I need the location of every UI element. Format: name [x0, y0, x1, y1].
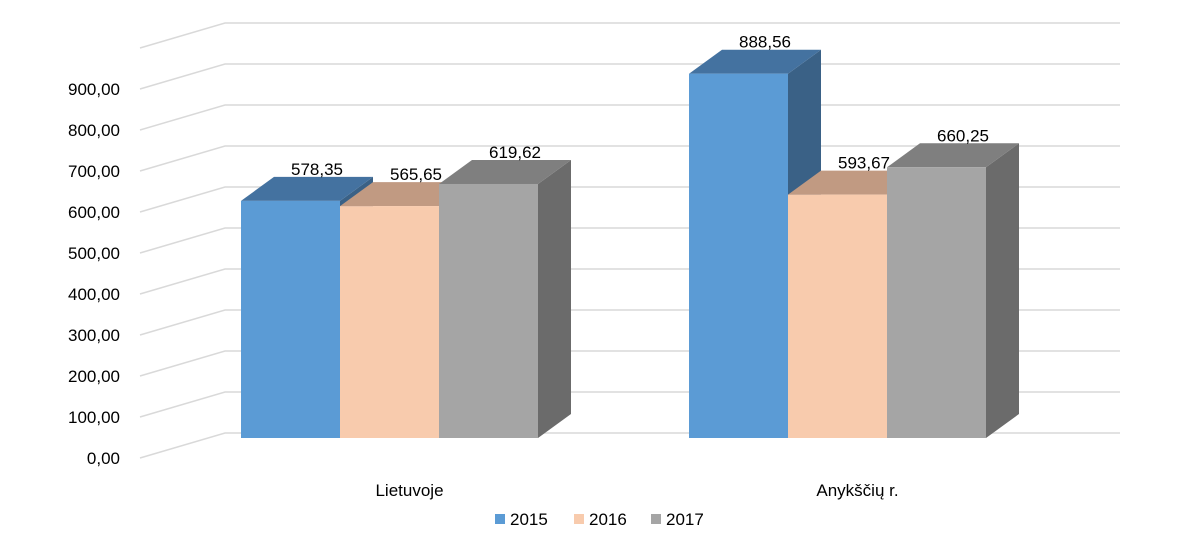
data-label: 578,35 [291, 160, 343, 179]
data-labels: 578,35 565,65 619,62 888,56 593,67 660,25 [291, 33, 989, 184]
y-tick-label: 0,00 [87, 449, 120, 468]
category-label: Anykščių r. [816, 481, 898, 500]
legend-label: 2016 [589, 510, 627, 529]
legend-swatch [495, 514, 505, 524]
bar-top [241, 176, 373, 201]
gridline [139, 63, 1120, 90]
data-label: 619,62 [489, 143, 541, 162]
bar-side [538, 159, 571, 438]
bar-front [340, 206, 439, 438]
category-labels: Lietuvoje Anykščių r. [375, 481, 898, 500]
gridline [139, 145, 1120, 172]
y-tick-label: 500,00 [68, 244, 120, 263]
bar-front [887, 167, 986, 439]
category-label: Lietuvoje [375, 481, 443, 500]
y-tick-label: 700,00 [68, 162, 120, 181]
bar-2017-1 [887, 143, 1019, 439]
bar-front [689, 73, 788, 438]
legend: 2015 2016 2017 [495, 510, 704, 529]
bar-2017-0 [439, 159, 571, 438]
data-label: 593,67 [838, 154, 890, 173]
legend-swatch [574, 514, 584, 524]
y-tick-label: 400,00 [68, 285, 120, 304]
data-label: 888,56 [739, 33, 791, 52]
bar-front [439, 183, 538, 438]
bar-side [986, 143, 1019, 439]
data-label: 660,25 [937, 126, 989, 145]
bar-top [689, 49, 821, 74]
bar-top [439, 159, 571, 184]
legend-swatch [651, 514, 661, 524]
y-tick-label: 200,00 [68, 367, 120, 386]
y-axis-ticks: 0,00 100,00 200,00 300,00 400,00 500,00 600,00… [68, 80, 120, 468]
y-tick-label: 300,00 [68, 326, 120, 345]
bar-front [241, 200, 340, 438]
bar-top [887, 143, 1019, 168]
legend-label: 2017 [666, 510, 704, 529]
legend-label: 2015 [510, 510, 548, 529]
y-tick-label: 100,00 [68, 408, 120, 427]
y-tick-label: 600,00 [68, 203, 120, 222]
y-tick-label: 900,00 [68, 80, 120, 99]
bars [241, 49, 1019, 439]
gridline [139, 104, 1120, 131]
data-label: 565,65 [390, 165, 442, 184]
gridline [139, 22, 1120, 49]
y-tick-label: 800,00 [68, 121, 120, 140]
bar-front [788, 194, 887, 438]
grid-layer [139, 22, 1120, 459]
